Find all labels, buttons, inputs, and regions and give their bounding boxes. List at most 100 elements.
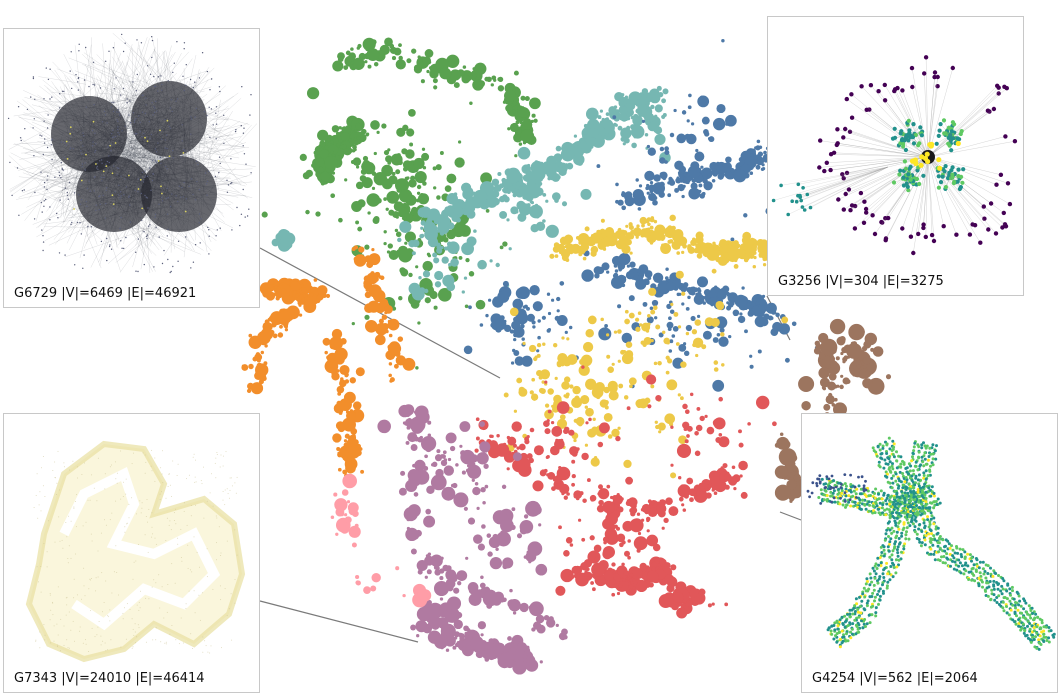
scatter-point: [396, 187, 402, 193]
scatter-point: [728, 334, 732, 339]
scatter-point: [562, 406, 566, 410]
scatter-point: [643, 112, 655, 123]
scatter-point: [326, 355, 331, 360]
scatter-point: [628, 295, 635, 302]
graph-node: [94, 151, 96, 153]
scatter-point: [475, 436, 480, 441]
graph-node: [185, 64, 187, 66]
scatter-point: [695, 148, 699, 153]
graph-node: [141, 94, 143, 97]
scatter-point: [718, 396, 723, 402]
graph-node: [82, 135, 85, 137]
scatter-point: [306, 303, 315, 312]
graph-node: [125, 236, 127, 239]
scatter-point: [466, 463, 471, 468]
scatter-point: [728, 250, 740, 262]
graph-node: [169, 271, 171, 274]
scatter-point: [626, 125, 631, 130]
graph-node: [166, 147, 168, 150]
scatter-point: [623, 459, 632, 469]
graph-node: [142, 181, 145, 183]
scatter-point: [685, 324, 693, 332]
scatter-point: [646, 534, 659, 547]
graph-node: [138, 115, 140, 117]
scatter-point: [516, 533, 523, 539]
scatter-point: [621, 191, 625, 195]
scatter-point: [511, 421, 522, 432]
graph-node: [166, 168, 168, 170]
scatter-point: [681, 302, 685, 306]
graph-node: [101, 121, 104, 123]
scatter-point: [665, 267, 669, 271]
scatter-point: [703, 245, 707, 249]
graph-node: [136, 73, 138, 76]
graph-node: [199, 242, 201, 244]
scatter-point: [697, 288, 702, 293]
graph-node: [197, 163, 199, 166]
scatter-point: [558, 465, 562, 470]
scatter-point: [493, 644, 501, 652]
graph-node: [143, 230, 145, 233]
graph-node: [86, 205, 88, 207]
scatter-point: [339, 379, 344, 383]
scatter-point: [284, 328, 289, 332]
graph-node: [34, 98, 36, 101]
scatter-point: [646, 518, 650, 523]
scatter-point: [662, 330, 666, 334]
graph-node: [200, 218, 202, 220]
scatter-point: [299, 313, 303, 317]
scatter-point: [696, 167, 702, 173]
scatter-point: [657, 360, 662, 366]
scatter-point: [496, 520, 500, 524]
graph-node: [864, 210, 869, 215]
scatter-point: [532, 325, 536, 329]
graph-node: [116, 174, 118, 176]
graph-node: [157, 160, 160, 162]
scatter-point: [587, 550, 601, 564]
scatter-point: [643, 219, 649, 224]
scatter-point: [856, 364, 861, 369]
graph-node: [150, 189, 152, 191]
scatter-point: [653, 361, 658, 366]
graph-node: [87, 225, 89, 228]
graph-node: [192, 261, 195, 263]
scatter-point: [417, 436, 423, 443]
scatter-point: [512, 193, 517, 198]
scatter-point: [556, 296, 561, 302]
scatter-point: [674, 160, 684, 170]
graph-node: [203, 111, 206, 113]
graph-node: [108, 50, 110, 52]
scatter-point: [371, 573, 381, 583]
graph-node: [33, 218, 36, 220]
scatter-point: [529, 427, 535, 433]
graph-node: [243, 153, 246, 155]
scatter-point: [439, 576, 444, 581]
graph-node: [147, 225, 150, 227]
scatter-point: [609, 579, 616, 585]
scatter-point: [341, 489, 349, 496]
graph-node: [60, 162, 62, 164]
graph-node: [171, 193, 173, 195]
scatter-point: [535, 614, 545, 624]
scatter-point: [394, 154, 402, 162]
graph-node: [45, 198, 47, 201]
graph-node: [97, 168, 99, 170]
scatter-point: [520, 654, 524, 658]
scatter-point: [775, 312, 780, 318]
scatter-point: [427, 60, 432, 64]
scatter-point: [467, 464, 482, 479]
scatter-point: [638, 198, 643, 203]
graph-node: [85, 153, 87, 156]
graph-node: [189, 78, 192, 81]
scatter-point: [661, 98, 667, 104]
scatter-point: [667, 193, 672, 198]
scatter-point: [730, 237, 735, 242]
scatter-point: [545, 224, 559, 238]
graph-node: [243, 127, 245, 129]
scatter-point: [566, 492, 570, 496]
scatter-point: [599, 109, 604, 113]
scatter-point: [507, 127, 511, 131]
scatter-point: [445, 605, 452, 612]
graph-node: [164, 119, 166, 121]
scatter-point: [718, 336, 729, 347]
